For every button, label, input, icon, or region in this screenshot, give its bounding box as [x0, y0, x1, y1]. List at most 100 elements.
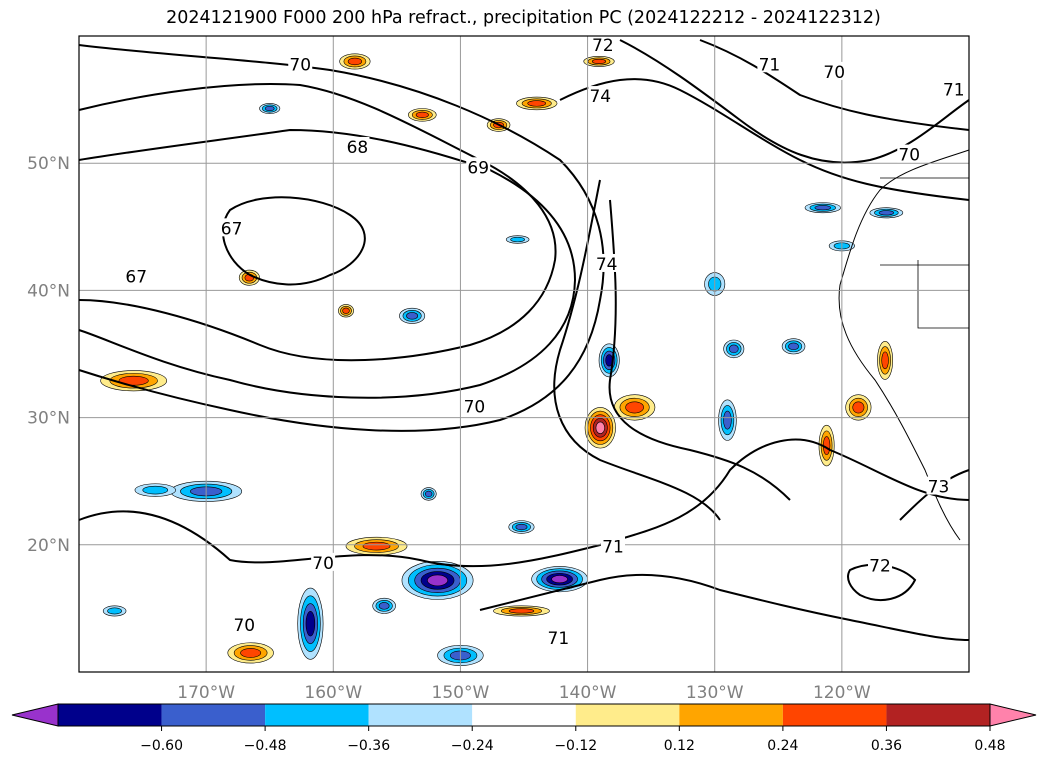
- contour-label-bg: [462, 396, 487, 415]
- contour-label: 70: [289, 55, 311, 75]
- contour-label-bg: [926, 476, 951, 495]
- precip-area: [424, 490, 433, 498]
- refractivity-contour: [608, 199, 791, 501]
- colorbar-extend-max: [989, 703, 1037, 727]
- contour-label-bg: [822, 61, 847, 80]
- colorbar-tick-label: 0.12: [664, 738, 695, 754]
- contour-label: 68: [347, 138, 369, 158]
- precip-area: [881, 351, 889, 370]
- precip-area: [852, 401, 865, 414]
- colorbar-tick-label: −0.48: [244, 738, 287, 754]
- colorbar-segment: [368, 704, 473, 726]
- contour-label-bg: [868, 555, 892, 574]
- precip-area: [515, 523, 528, 531]
- precip-area: [723, 410, 732, 430]
- precip-area: [591, 58, 607, 65]
- colorbar-segment: [472, 704, 576, 726]
- refractivity-contour: [553, 179, 721, 521]
- contour-label: 70: [233, 616, 255, 636]
- refractivity-contour: [78, 83, 557, 362]
- colorbar-segment: [575, 704, 680, 726]
- contour-label-bg: [124, 266, 149, 285]
- colorbar-segment: [679, 704, 783, 726]
- precip-area: [378, 602, 390, 610]
- refractivity-contour: [78, 438, 970, 568]
- lat-tick-label: 30°N: [27, 409, 70, 429]
- chart-title: 2024121900 F000 200 hPa refract., precip…: [166, 8, 881, 28]
- contour-label-bg: [288, 54, 313, 73]
- lon-tick-label: 150°W: [432, 683, 490, 703]
- contour-label-bg: [594, 253, 619, 272]
- contour-label: 70: [464, 397, 486, 417]
- lon-tick-label: 170°W: [177, 683, 235, 703]
- lat-tick-label: 20°N: [27, 536, 70, 556]
- contour-label-bg: [897, 144, 922, 163]
- contour-label-bg: [546, 627, 571, 646]
- precip-area: [264, 105, 275, 112]
- contour-label: 71: [759, 55, 781, 75]
- contour-label: 72: [592, 36, 614, 56]
- colorbar-segment: [161, 704, 266, 726]
- precip-area: [814, 205, 831, 211]
- precip-area: [406, 312, 419, 320]
- plot-frame: [78, 35, 970, 673]
- precip-area: [347, 57, 362, 66]
- colorbar-tick-label: −0.36: [347, 738, 390, 754]
- precip-area: [728, 344, 739, 354]
- refractivity-contour: [221, 196, 366, 286]
- colorbar-tick-label: −0.60: [140, 738, 183, 754]
- colorbar-segment: [265, 704, 369, 726]
- precip-area: [788, 342, 799, 351]
- refractivity-contour: [78, 128, 577, 399]
- precip-area: [342, 307, 350, 314]
- precip-area: [878, 210, 895, 216]
- contour-label: 70: [898, 146, 920, 166]
- precip-area: [142, 485, 169, 495]
- precip-area: [595, 421, 605, 434]
- refractivity-contour: [78, 44, 605, 432]
- refractivity-contour: [619, 39, 970, 164]
- coastline: [838, 149, 970, 541]
- contour-label: 71: [602, 537, 624, 557]
- contour-label-bg: [466, 157, 491, 176]
- contour-label: 69: [467, 158, 489, 178]
- contour-label: 71: [943, 81, 965, 101]
- refractivity-contour: [559, 78, 970, 201]
- colorbar-tick-label: 0.24: [767, 738, 798, 754]
- contour-label-bg: [219, 218, 244, 237]
- contour-label-bg: [601, 536, 625, 555]
- colorbar-tick-label: −0.12: [554, 738, 597, 754]
- refractivity-contour: [479, 573, 970, 641]
- contour-label-bg: [590, 35, 615, 54]
- precip-area: [305, 610, 316, 637]
- contour-label: 74: [589, 87, 611, 107]
- contour-label-bg: [941, 79, 966, 98]
- colorbar-tick-label: 0.36: [871, 738, 902, 754]
- lon-tick-label: 160°W: [304, 683, 362, 703]
- contour-label: 70: [312, 554, 334, 574]
- contour-label: 73: [928, 478, 950, 498]
- lat-tick-label: 50°N: [27, 154, 70, 174]
- plot-background: [79, 36, 969, 672]
- contour-label: 67: [221, 219, 243, 239]
- precip-area: [527, 100, 547, 107]
- precip-area: [551, 575, 568, 584]
- colorbar-segment: [886, 704, 990, 726]
- precip-area: [240, 648, 262, 658]
- precip-area: [427, 574, 449, 587]
- precip-area: [107, 607, 122, 615]
- precip-area: [362, 541, 391, 551]
- colorbar-frame: [57, 703, 991, 727]
- colorbar-segment: [58, 704, 162, 726]
- refractivity-contour: [699, 39, 970, 131]
- precip-area: [415, 111, 429, 118]
- precip-area: [118, 375, 149, 386]
- colorbar-extend-min: [11, 703, 59, 727]
- lat-tick-label: 40°N: [27, 281, 70, 301]
- colorbar-segment: [782, 704, 887, 726]
- contour-label-bg: [757, 54, 782, 73]
- contour-label: 70: [823, 63, 845, 83]
- colorbar-tick-label: −0.24: [451, 738, 494, 754]
- colorbar-tick-label: 0.48: [974, 738, 1005, 754]
